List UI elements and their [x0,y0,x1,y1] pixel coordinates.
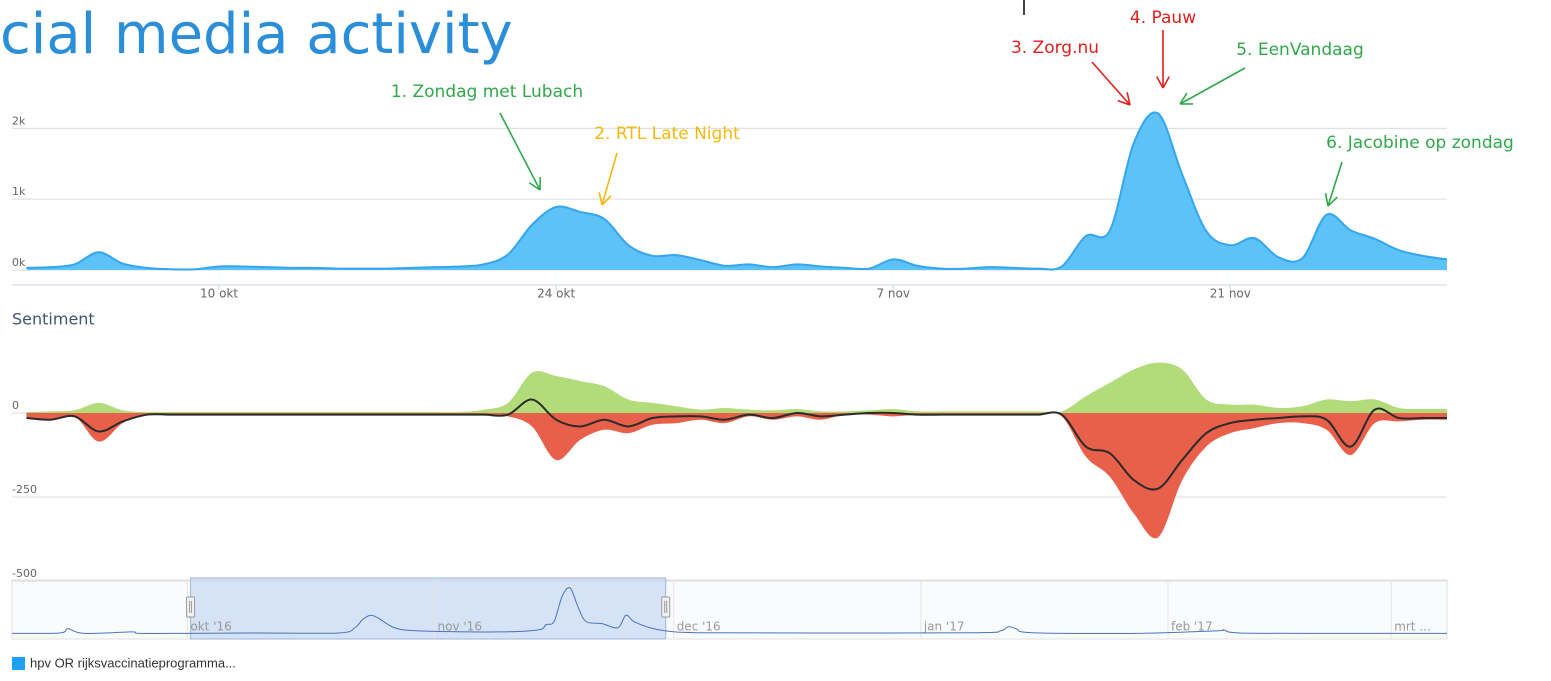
y-tick-label: -250 [12,483,37,496]
y-tick-label: 1k [12,185,26,198]
annotation-arrow [1179,67,1246,105]
x-tick-label: 21 nov [1210,287,1251,301]
annotation-arrow [601,152,618,206]
annotation-arrowhead [601,195,612,206]
axis-title: Sentiment [12,310,95,329]
annotation-arrowhead [1162,76,1170,89]
navigator-selection [190,577,667,640]
annotation: 6. Jacobine op zondag [1326,133,1514,153]
x-tick-label: 24 okt [537,287,575,301]
annotation-arrowhead [1327,196,1338,207]
x-tick-label: dec '16 [677,620,721,634]
x-tick-label: feb '17 [1171,620,1213,634]
annotation-arrowhead [528,182,541,191]
y-tick-label: -500 [12,567,37,580]
annotation-arrowhead [598,192,603,206]
annotation: 3. Zorg.nu [1011,38,1099,58]
annotation: 1. Zondag met Lubach [391,82,583,102]
x-tick-label: okt '16 [190,620,231,634]
x-tick-label: 10 okt [200,287,238,301]
legend-swatch [12,657,25,670]
annotation-arrow [1091,61,1131,106]
area-line [26,111,1448,271]
area [26,412,1448,539]
annotation: 2. RTL Late Night [594,124,740,144]
navigator-handle [186,596,196,618]
navigator-handle [661,596,671,618]
annotation-arrowhead [1324,193,1329,207]
legend-label: hpv OR rijksvaccinatieprogramma... [30,655,236,670]
y-tick-label: 0k [12,256,26,269]
annotation-arrow [1327,161,1343,207]
y-tick-label: 0 [12,399,19,412]
line [26,398,1447,491]
annotation-arrowhead [1126,92,1131,106]
annotation-arrowhead [1179,92,1188,105]
annotation-arrow [499,112,541,191]
annotation: 4. Pauw [1130,8,1196,28]
x-tick-label: mrt ... [1394,620,1431,634]
x-tick-label: nov '16 [438,620,482,634]
line [11,587,1448,635]
area [26,362,1448,413]
page-title: cial media activity [0,2,513,67]
area [26,112,1448,271]
annotation-arrowhead [1117,99,1131,106]
x-tick-label: jan '17 [923,620,965,634]
annotation-arrowhead [1156,76,1164,89]
x-tick-label: 7 nov [876,287,910,301]
y-tick-label: 2k [12,114,26,127]
annotation: 5. EenVandaag [1236,40,1364,60]
